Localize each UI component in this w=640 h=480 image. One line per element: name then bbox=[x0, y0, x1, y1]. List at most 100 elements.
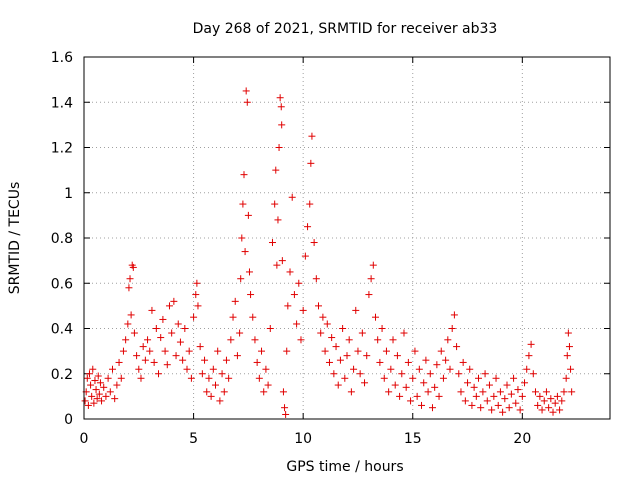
data-point bbox=[243, 98, 251, 106]
data-point bbox=[387, 365, 395, 373]
data-point bbox=[558, 397, 566, 405]
data-point bbox=[268, 239, 276, 247]
data-point bbox=[253, 358, 261, 366]
data-point bbox=[282, 410, 290, 418]
data-point bbox=[125, 284, 133, 292]
data-point bbox=[117, 374, 125, 382]
data-point bbox=[391, 381, 399, 389]
data-point bbox=[290, 291, 298, 299]
data-point bbox=[439, 374, 447, 382]
data-point bbox=[239, 200, 247, 208]
data-point bbox=[332, 343, 340, 351]
data-point bbox=[96, 379, 104, 387]
data-point bbox=[190, 313, 198, 321]
data-point bbox=[409, 374, 417, 382]
data-point bbox=[212, 381, 219, 389]
data-point bbox=[170, 297, 178, 305]
data-point bbox=[481, 370, 489, 378]
data-point bbox=[119, 347, 127, 355]
data-point bbox=[431, 383, 439, 391]
data-point bbox=[516, 406, 524, 414]
x-tick-label: 20 bbox=[513, 431, 531, 447]
data-point bbox=[470, 383, 478, 391]
data-point bbox=[141, 356, 149, 364]
data-point bbox=[279, 388, 287, 396]
data-point bbox=[551, 399, 559, 407]
data-point bbox=[201, 356, 209, 364]
data-point bbox=[336, 356, 344, 364]
data-point bbox=[127, 311, 135, 319]
data-point bbox=[245, 268, 253, 276]
data-point bbox=[531, 388, 539, 396]
data-point bbox=[400, 329, 408, 337]
data-point bbox=[203, 388, 211, 396]
data-point bbox=[241, 248, 249, 256]
y-tick-label: 1 bbox=[64, 186, 73, 202]
data-point bbox=[157, 334, 165, 342]
data-point bbox=[264, 381, 272, 389]
y-tick-label: 1.6 bbox=[51, 50, 73, 66]
data-point bbox=[472, 392, 480, 400]
data-point bbox=[93, 395, 101, 403]
data-point bbox=[374, 336, 382, 344]
data-point bbox=[396, 392, 404, 400]
data-point bbox=[507, 390, 515, 398]
data-point bbox=[354, 347, 362, 355]
data-point bbox=[514, 386, 522, 394]
data-point bbox=[240, 171, 248, 179]
data-point bbox=[413, 392, 421, 400]
data-point bbox=[538, 406, 546, 414]
data-point bbox=[244, 211, 252, 219]
data-point bbox=[229, 313, 237, 321]
data-point bbox=[304, 223, 312, 231]
data-point bbox=[398, 370, 406, 378]
data-point bbox=[135, 365, 143, 373]
data-point bbox=[205, 374, 213, 382]
data-point bbox=[496, 388, 504, 396]
data-point bbox=[273, 261, 281, 269]
data-point bbox=[407, 397, 415, 405]
data-point bbox=[283, 347, 291, 355]
data-point bbox=[453, 343, 461, 351]
plot-frame bbox=[83, 56, 611, 420]
data-point bbox=[521, 379, 529, 387]
data-point bbox=[567, 365, 575, 373]
data-point bbox=[172, 352, 180, 360]
data-point bbox=[325, 358, 333, 366]
data-point bbox=[194, 302, 202, 310]
data-point bbox=[87, 381, 95, 389]
data-point bbox=[85, 370, 93, 378]
data-point bbox=[272, 166, 280, 174]
data-point bbox=[297, 336, 305, 344]
data-point bbox=[411, 347, 419, 355]
data-point bbox=[371, 313, 379, 321]
data-point bbox=[168, 329, 176, 337]
data-point bbox=[450, 311, 458, 319]
data-point bbox=[258, 347, 266, 355]
data-point bbox=[418, 401, 426, 409]
data-point bbox=[104, 374, 112, 382]
data-point bbox=[435, 392, 443, 400]
data-point bbox=[281, 404, 289, 412]
data-point bbox=[356, 370, 364, 378]
grid-lines bbox=[84, 57, 610, 419]
data-point bbox=[222, 356, 230, 364]
data-point bbox=[146, 347, 154, 355]
data-point bbox=[113, 381, 121, 389]
data-point bbox=[193, 279, 201, 287]
data-point bbox=[312, 275, 320, 283]
data-point bbox=[237, 275, 245, 283]
data-point bbox=[262, 365, 270, 373]
data-point bbox=[81, 397, 89, 405]
data-point bbox=[220, 388, 228, 396]
data-point bbox=[545, 404, 553, 412]
y-tick-label: 1.4 bbox=[51, 95, 73, 111]
data-point bbox=[124, 320, 132, 328]
data-point bbox=[161, 347, 169, 355]
data-point bbox=[393, 352, 401, 360]
chart-title: Day 268 of 2021, SRMTID for receiver ab3… bbox=[193, 21, 498, 37]
data-point bbox=[525, 352, 533, 360]
data-point bbox=[319, 313, 327, 321]
data-point bbox=[369, 261, 377, 269]
